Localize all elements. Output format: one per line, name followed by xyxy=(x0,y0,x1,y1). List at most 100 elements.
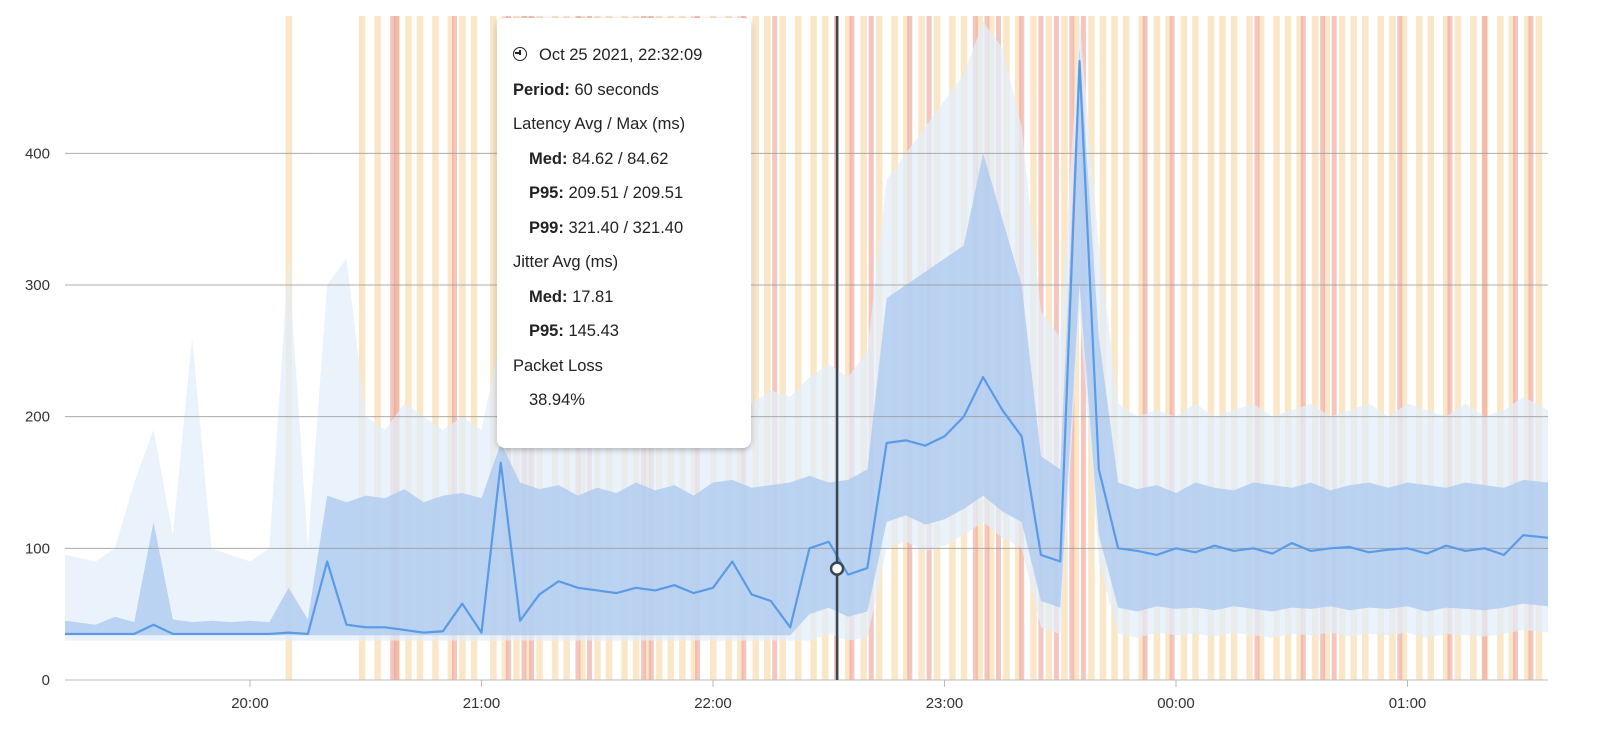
jitter-p95: P95: 145.43 xyxy=(513,320,751,355)
axes: 0 100 200 300 400 20:00 21:00 22:00 23:00 00:00 01… xyxy=(25,145,1426,712)
loss-bar-high xyxy=(451,16,457,680)
packet-loss-title: Packet Loss xyxy=(513,356,603,375)
x-tick-label: 20:00 xyxy=(231,695,269,712)
loss-bar-moderate xyxy=(1273,16,1280,680)
label: P95: xyxy=(529,184,564,202)
period-value: 60 seconds xyxy=(574,80,659,99)
loss-bar-moderate xyxy=(779,16,786,680)
tooltip: Oct 25 2021, 22:32:09 Period: 60 seconds… xyxy=(497,18,751,448)
loss-bar-moderate xyxy=(490,16,497,680)
value: 145.43 xyxy=(568,322,619,340)
loss-bar-high xyxy=(1528,16,1534,680)
loss-bar-moderate xyxy=(1338,16,1346,680)
loss-bar-moderate xyxy=(1362,16,1369,680)
loss-bar-moderate xyxy=(459,16,466,680)
x-tick-label: 22:00 xyxy=(694,695,732,712)
loss-bar-moderate xyxy=(1111,16,1118,680)
tooltip-period: Period: 60 seconds xyxy=(513,79,751,114)
loss-bar-moderate xyxy=(447,16,455,680)
tooltip-timestamp: Oct 25 2021, 22:32:09 xyxy=(539,46,703,64)
loss-bar-moderate xyxy=(752,16,759,680)
y-tick-label: 300 xyxy=(25,277,50,294)
loss-bar-moderate xyxy=(405,16,412,680)
loss-bar-moderate xyxy=(845,16,852,680)
packet-loss-value: 38.94% xyxy=(529,391,585,409)
loss-bar-high xyxy=(1331,16,1337,680)
clock-icon xyxy=(513,47,527,61)
y-tick-label: 100 xyxy=(25,540,50,557)
loss-bar-high xyxy=(1513,16,1519,680)
median-line xyxy=(65,60,1549,636)
loss-bar-moderate xyxy=(1284,16,1292,680)
label: P99: xyxy=(529,218,564,237)
loss-bar-moderate xyxy=(1230,16,1238,680)
loss-bar-high xyxy=(1482,16,1488,680)
loss-bar-moderate xyxy=(1508,16,1516,680)
x-tick-label: 21:00 xyxy=(463,695,501,712)
loss-bar-moderate xyxy=(1535,16,1543,680)
loss-bar-moderate xyxy=(1219,16,1226,680)
loss-bar-high xyxy=(1142,16,1148,680)
loss-bar-moderate xyxy=(764,16,771,680)
period-label: Period: xyxy=(513,80,570,99)
latency-p95: P95: 209.51 / 209.51 xyxy=(513,182,751,217)
loss-bar-moderate xyxy=(1377,16,1384,680)
grid-lines xyxy=(65,152,1548,681)
loss-bar-moderate xyxy=(1323,16,1330,680)
jitter-med: Med: 17.81 xyxy=(513,286,751,321)
loss-bar-moderate xyxy=(1257,16,1265,680)
x-tick-label: 23:00 xyxy=(926,695,964,712)
loss-bar-moderate xyxy=(1427,16,1435,680)
loss-bar-moderate xyxy=(1454,16,1462,680)
loss-bar-high xyxy=(1169,16,1175,680)
loss-bar-high xyxy=(394,16,400,680)
p99-band xyxy=(65,21,1548,641)
loss-bar-moderate xyxy=(1389,16,1396,680)
cursor-point xyxy=(829,561,845,576)
loss-bar-moderate xyxy=(1497,16,1504,680)
loss-bar-moderate xyxy=(1207,16,1215,680)
jitter-title: Jitter Avg (ms) xyxy=(513,253,619,271)
loss-bar-high xyxy=(1447,16,1453,680)
loss-bar-moderate xyxy=(1192,16,1199,680)
loss-bar-moderate xyxy=(470,16,478,680)
loss-bar-moderate xyxy=(1524,16,1531,680)
loss-bar-moderate xyxy=(1350,16,1357,680)
loss-bar-moderate xyxy=(1400,16,1408,680)
loss-bar-high xyxy=(1397,16,1403,680)
latency-bands xyxy=(65,21,1548,641)
value: 84.62 / 84.62 xyxy=(572,149,669,168)
x-tick-label: 00:00 xyxy=(1157,695,1195,712)
loss-bar-high xyxy=(1254,16,1260,680)
y-tick-label: 400 xyxy=(25,145,50,162)
loss-bar-high xyxy=(390,16,396,680)
loss-bar-moderate xyxy=(794,16,802,680)
loss-bar-moderate xyxy=(821,16,829,680)
loss-bar-moderate xyxy=(1443,16,1450,680)
hover-cursor xyxy=(829,16,845,680)
loss-bar-moderate xyxy=(1470,16,1477,680)
latency-med: Med: 84.62 / 84.62 xyxy=(513,148,751,183)
loss-bar-moderate xyxy=(1122,16,1130,680)
label: P95: xyxy=(529,322,564,340)
latency-title: Latency Avg / Max (ms) xyxy=(513,115,686,133)
loss-bar-high xyxy=(772,16,778,680)
label: Med: xyxy=(529,287,568,306)
loss-bar-moderate xyxy=(1153,16,1161,680)
p95-band xyxy=(65,47,1548,636)
x-tick-label: 01:00 xyxy=(1389,695,1427,712)
tooltip-timestamp-row: Oct 25 2021, 22:32:09 xyxy=(513,44,751,79)
loss-bar-high xyxy=(1300,16,1306,680)
loss-bar-moderate xyxy=(416,16,424,680)
loss-bar-high xyxy=(849,16,855,680)
loss-bar-moderate xyxy=(1311,16,1319,680)
loss-bar-moderate xyxy=(358,16,366,680)
value: 17.81 xyxy=(572,287,614,306)
value: 321.40 / 321.40 xyxy=(568,218,684,237)
loss-bar-moderate xyxy=(432,16,439,680)
y-tick-label: 0 xyxy=(42,672,50,689)
loss-bar-moderate xyxy=(1246,16,1253,680)
label: Med: xyxy=(529,149,568,168)
loss-bar-moderate xyxy=(1296,16,1303,680)
